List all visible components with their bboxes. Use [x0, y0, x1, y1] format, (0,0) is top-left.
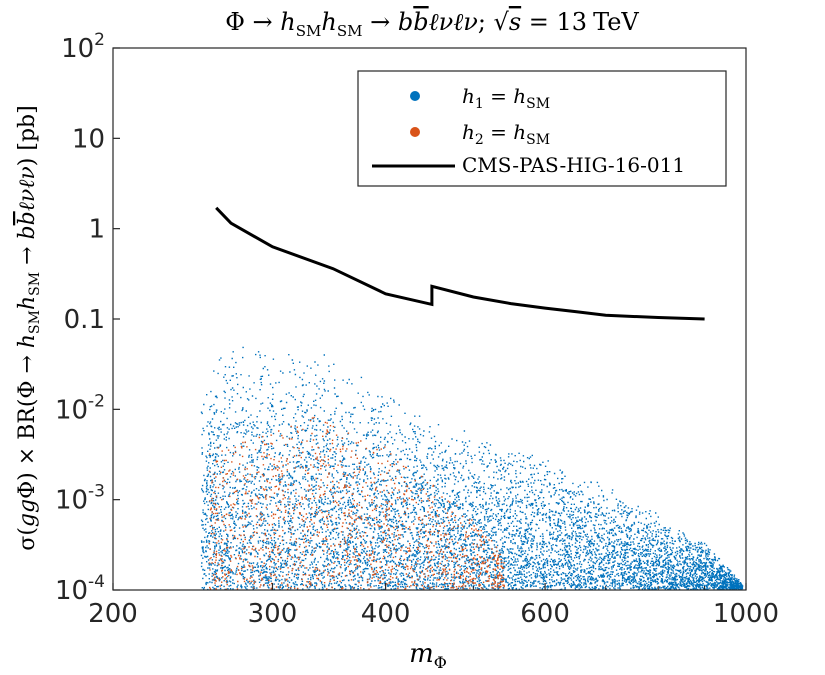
title-sm2: SM — [337, 22, 363, 40]
y-tick-label-1: 10-3 — [55, 482, 105, 516]
x-tick-label-0: 200 — [88, 599, 138, 629]
title-eq: = 13 — [521, 8, 587, 36]
scatter-points-1 — [200, 346, 744, 591]
title-lnu: ℓνℓν — [429, 8, 478, 36]
title-h2: h — [321, 8, 336, 36]
y-axis-label: σ(ggΦ) × BR(Φ → hSMhSM → bbℓνℓν) [pb] — [15, 105, 43, 550]
title-sm1: SM — [296, 22, 322, 40]
scatter-points-2 — [208, 416, 505, 591]
legend-label-cms: CMS-PAS-HIG-16-011 — [462, 153, 685, 177]
x-tick-label-2: 400 — [361, 599, 411, 629]
legend-label-h2: h2 = hSM — [462, 120, 550, 148]
title-arrow: → — [363, 8, 398, 36]
title-b: b — [398, 8, 413, 36]
y-tick-label-0: 10-4 — [55, 572, 105, 606]
y-tick-label-2: 10-2 — [55, 391, 105, 425]
y-tick-label-3: 0.1 — [64, 305, 105, 335]
y-tick-label-6: 102 — [61, 30, 105, 64]
limit-line-layer — [215, 206, 705, 321]
title-h1: h — [280, 8, 295, 36]
cms-limit-line — [215, 206, 705, 321]
legend: h1 = hSM h2 = hSM CMS-PAS-HIG-16-011 — [357, 70, 727, 187]
title-bbar: b — [413, 8, 428, 36]
chart-title: Φ → hSMhSM → bbℓνℓν; √s = 13 TeV — [225, 8, 639, 40]
scatter-series-2 — [208, 416, 505, 591]
x-axis-label: mΦ — [409, 639, 447, 672]
title-s: s — [509, 8, 521, 36]
legend-marker-h2 — [410, 127, 420, 137]
title-lhs: Φ → — [225, 8, 280, 36]
x-tick-label-4: 1000 — [713, 599, 779, 629]
legend-label-h1: h1 = hSM — [462, 84, 550, 112]
y-tick-label-4: 1 — [88, 215, 105, 245]
scatter-series-1 — [200, 346, 744, 591]
scatter-layer — [200, 346, 744, 591]
title-sqrt: √ — [494, 8, 510, 36]
x-tick-label-1: 300 — [248, 599, 298, 629]
y-tick-label-5: 10 — [72, 124, 105, 154]
title-unit: TeV — [593, 8, 639, 36]
ticks-layer: 200 300 400 600 1000 10-4 10-3 10-2 0.1 1 10 102 — [55, 30, 779, 629]
x-tick-label-3: 600 — [520, 599, 570, 629]
legend-marker-h1 — [410, 91, 420, 101]
title-semi: ; — [478, 8, 494, 36]
